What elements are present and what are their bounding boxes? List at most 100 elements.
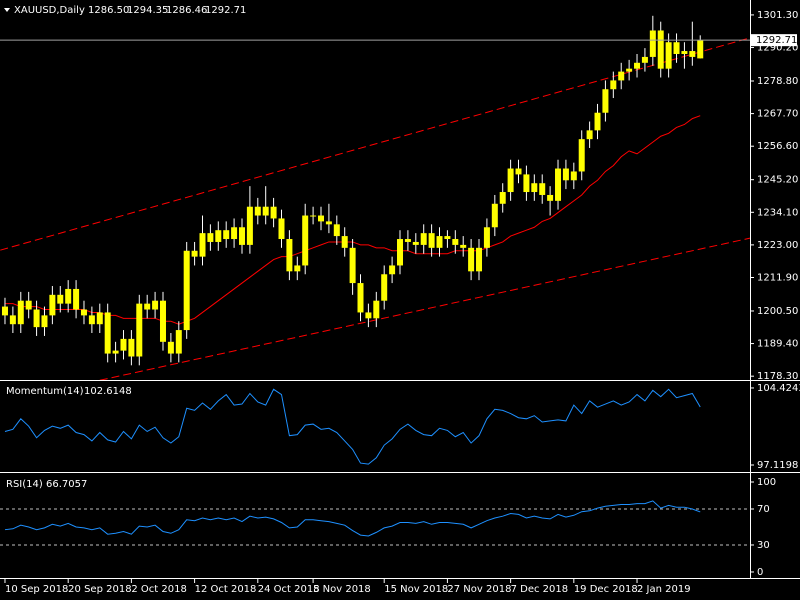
- candle-body: [460, 244, 467, 248]
- candle-body: [476, 247, 483, 272]
- x-tick-label: 19 Dec 2018: [574, 584, 638, 595]
- candle-body: [555, 168, 562, 201]
- candle-body: [515, 168, 522, 175]
- candle-body: [49, 294, 56, 316]
- ohlc-label: 1292.71: [205, 5, 246, 16]
- candle-body: [634, 62, 641, 69]
- candle-body: [317, 215, 324, 222]
- candle-body: [128, 338, 135, 357]
- x-tick-label: 2 Jan 2019: [637, 584, 691, 595]
- ohlc-label: 1286.50: [88, 5, 129, 16]
- x-tick-label: 5 Nov 2018: [313, 584, 371, 595]
- candle-body: [381, 274, 388, 301]
- candle-body: [539, 183, 546, 195]
- candle-body: [531, 183, 538, 193]
- candle-body: [586, 130, 593, 140]
- candle-body: [365, 312, 372, 319]
- indicator-value: 102.6148: [84, 386, 132, 397]
- candle-body: [626, 68, 633, 72]
- indicator-line: [4, 500, 701, 537]
- candle-body: [223, 230, 230, 240]
- candle-body: [649, 30, 656, 57]
- candle-body: [673, 42, 680, 54]
- candle-body: [144, 303, 151, 310]
- candle-body: [238, 227, 245, 245]
- candle-body: [562, 168, 569, 181]
- y-tick-label: 100: [757, 477, 776, 488]
- candle-body: [199, 233, 206, 257]
- candle-body: [325, 221, 332, 225]
- plots: [0, 15, 751, 583]
- candle-body: [41, 315, 48, 328]
- candle-body: [641, 56, 648, 63]
- candle-body: [523, 174, 530, 193]
- ohlc-label: 1294.35: [127, 5, 168, 16]
- indicator-line: [4, 388, 701, 465]
- candle-body: [57, 294, 64, 304]
- candle-body: [231, 227, 238, 240]
- candle-body: [507, 168, 514, 193]
- candle-body: [310, 215, 317, 217]
- candle-body: [428, 233, 435, 248]
- price-label: 1292.71: [756, 35, 797, 46]
- candle-body: [341, 236, 348, 248]
- y-tick-label: 1267.70: [757, 109, 798, 120]
- candle-body: [452, 239, 459, 245]
- candle-body: [294, 265, 301, 272]
- y-tick-label: 0: [757, 567, 763, 578]
- candle-body: [404, 239, 411, 242]
- candle-body: [302, 215, 309, 266]
- candle-body: [594, 112, 601, 131]
- candle-body: [183, 250, 190, 331]
- candle-body: [499, 192, 506, 204]
- candle-body: [17, 300, 24, 325]
- candle-body: [697, 40, 704, 59]
- candle-body: [9, 315, 16, 325]
- candle-body: [389, 265, 396, 275]
- price-label-box: [751, 34, 797, 47]
- candle-body: [491, 203, 498, 228]
- trendline: [0, 37, 751, 251]
- candle-body: [468, 247, 475, 272]
- candle-body: [254, 206, 261, 216]
- candle-body: [167, 341, 174, 354]
- candle-body: [25, 300, 32, 310]
- y-tick-label: 70: [757, 504, 770, 515]
- candle-body: [270, 206, 277, 219]
- candle-body: [278, 218, 285, 240]
- candle-body: [333, 224, 340, 237]
- menu-icon[interactable]: [4, 8, 10, 12]
- candle-body: [207, 233, 214, 242]
- candle-body: [357, 283, 364, 313]
- candle-body: [112, 350, 119, 354]
- candle-body: [152, 300, 159, 310]
- candle-body: [191, 250, 198, 257]
- candle-body: [602, 89, 609, 113]
- candle-body: [215, 230, 222, 242]
- y-tick-label: 1211.90: [757, 272, 798, 283]
- candle-body: [689, 51, 696, 57]
- candle-body: [618, 71, 625, 81]
- candle-body: [547, 194, 554, 201]
- candle-body: [665, 42, 672, 69]
- x-tick-label: 24 Oct 2018: [258, 584, 320, 595]
- candle-body: [33, 309, 40, 328]
- candle-body: [397, 239, 404, 266]
- candle-body: [262, 206, 269, 216]
- candle-body: [578, 139, 585, 172]
- y-tick-label: 1245.20: [757, 175, 798, 186]
- candle-body: [96, 312, 103, 325]
- candle-body: [412, 241, 419, 245]
- candle-body: [88, 315, 95, 325]
- indicator-title: RSI(14): [6, 479, 43, 490]
- y-tick-label: 1189.40: [757, 339, 798, 350]
- candle-body: [65, 288, 72, 304]
- x-tick-label: 27 Nov 2018: [447, 584, 511, 595]
- candle-body: [570, 171, 577, 181]
- x-tick-label: 12 Oct 2018: [195, 584, 257, 595]
- candle-body: [373, 300, 380, 319]
- candle-body: [610, 80, 617, 90]
